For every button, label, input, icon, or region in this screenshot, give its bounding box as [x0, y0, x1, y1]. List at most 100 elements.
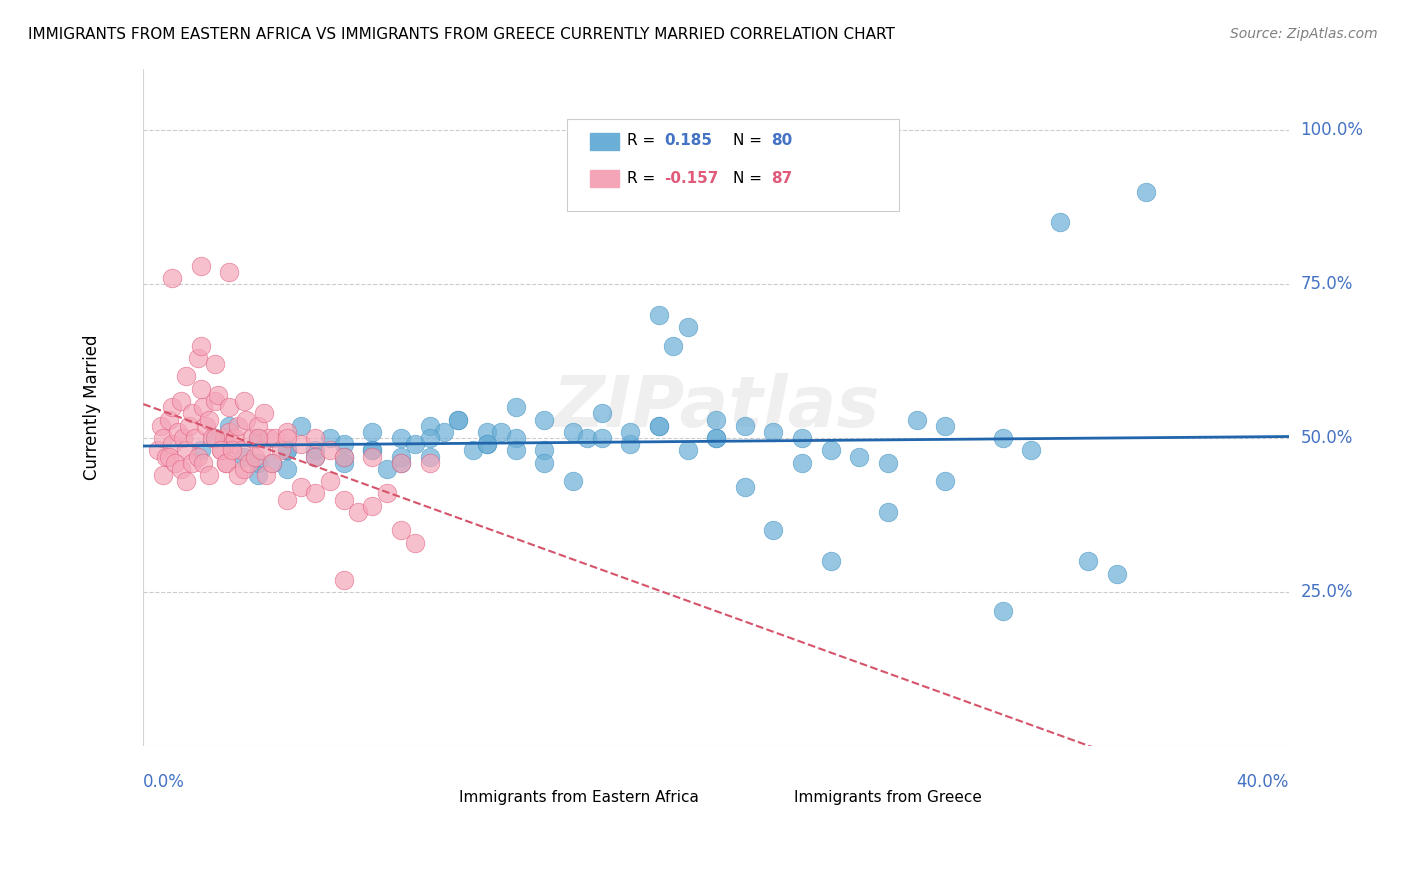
Point — [447, 412, 470, 426]
Point — [290, 418, 312, 433]
Point — [591, 406, 613, 420]
Point — [533, 456, 555, 470]
Text: N =: N = — [734, 133, 768, 148]
Point — [562, 425, 585, 439]
Text: 0.185: 0.185 — [665, 133, 713, 148]
Point — [1107, 566, 1129, 581]
Point — [333, 492, 356, 507]
Point — [209, 443, 232, 458]
Point — [389, 456, 412, 470]
Point — [419, 431, 441, 445]
Point — [152, 468, 174, 483]
Point — [240, 431, 263, 445]
Point — [224, 431, 246, 445]
Point — [1019, 443, 1042, 458]
Point — [433, 425, 456, 439]
Point — [264, 431, 287, 445]
Point — [226, 418, 249, 433]
Point — [619, 425, 641, 439]
Point — [226, 468, 249, 483]
Point — [389, 524, 412, 538]
Point — [304, 443, 326, 458]
Point — [389, 456, 412, 470]
Point — [304, 450, 326, 464]
Point — [166, 425, 188, 439]
Point — [246, 468, 269, 483]
Point — [361, 450, 384, 464]
Point — [419, 450, 441, 464]
Point — [215, 456, 238, 470]
Point — [419, 456, 441, 470]
Point — [304, 450, 326, 464]
Point — [160, 437, 183, 451]
Point — [318, 431, 340, 445]
Point — [648, 418, 671, 433]
Point — [505, 431, 527, 445]
Point — [204, 431, 226, 445]
Point — [1049, 215, 1071, 229]
Point — [262, 456, 284, 470]
Point — [991, 603, 1014, 617]
Point — [591, 431, 613, 445]
Point — [276, 425, 298, 439]
Point — [505, 401, 527, 415]
Point — [181, 456, 204, 470]
Point — [533, 443, 555, 458]
Point — [762, 524, 785, 538]
Point — [404, 437, 426, 451]
Point — [461, 443, 484, 458]
Point — [212, 431, 235, 445]
Point — [235, 412, 257, 426]
Point — [246, 456, 269, 470]
Point — [276, 492, 298, 507]
Point — [169, 462, 191, 476]
Point — [375, 486, 398, 500]
Point — [160, 401, 183, 415]
Point — [304, 431, 326, 445]
Text: 87: 87 — [770, 170, 793, 186]
Point — [204, 394, 226, 409]
Text: 40.0%: 40.0% — [1237, 773, 1289, 791]
Point — [533, 412, 555, 426]
Point — [176, 474, 198, 488]
Point — [218, 418, 240, 433]
Text: 50.0%: 50.0% — [1301, 429, 1353, 447]
Point — [848, 450, 870, 464]
Point — [229, 443, 252, 458]
Text: Immigrants from Greece: Immigrants from Greece — [794, 790, 981, 805]
Point — [190, 259, 212, 273]
Point — [304, 486, 326, 500]
Point — [662, 339, 685, 353]
Point — [246, 431, 269, 445]
Point — [187, 351, 209, 365]
Point — [157, 450, 180, 464]
Point — [389, 450, 412, 464]
Text: Source: ZipAtlas.com: Source: ZipAtlas.com — [1230, 27, 1378, 41]
Point — [290, 480, 312, 494]
Point — [1077, 554, 1099, 568]
Point — [648, 418, 671, 433]
Point — [259, 431, 281, 445]
Point — [246, 418, 269, 433]
Point — [475, 437, 498, 451]
Point — [201, 431, 224, 445]
Point — [243, 450, 266, 464]
Text: 100.0%: 100.0% — [1301, 121, 1364, 139]
Point — [375, 462, 398, 476]
Point — [276, 443, 298, 458]
Point — [361, 443, 384, 458]
Point — [290, 437, 312, 451]
Point — [505, 443, 527, 458]
Point — [276, 431, 298, 445]
Bar — [756, 785, 778, 797]
Text: Immigrants from Eastern Africa: Immigrants from Eastern Africa — [458, 790, 699, 805]
Point — [276, 443, 298, 458]
Point — [184, 431, 207, 445]
Point — [734, 418, 756, 433]
Bar — [441, 785, 461, 797]
Point — [820, 554, 842, 568]
Point — [176, 443, 198, 458]
Point — [193, 401, 215, 415]
Point — [762, 425, 785, 439]
Point — [149, 418, 172, 433]
